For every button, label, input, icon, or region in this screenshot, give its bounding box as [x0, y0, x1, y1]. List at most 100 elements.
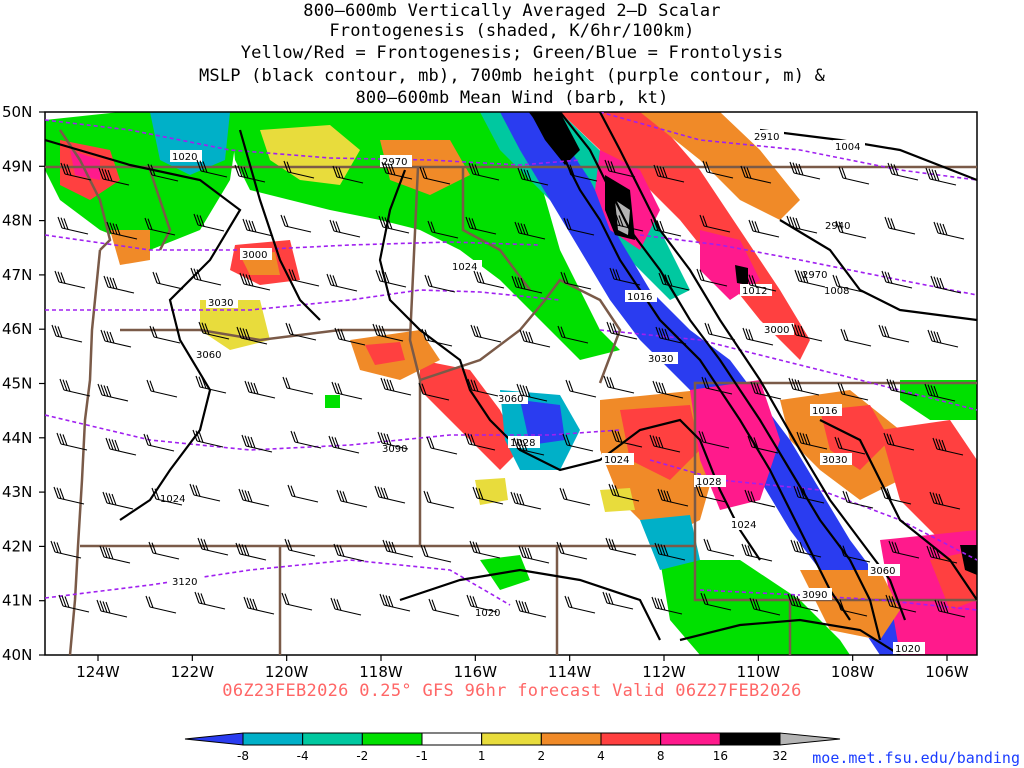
lon-label: 116W	[454, 663, 498, 681]
wind-barb	[835, 220, 867, 239]
wind-barb	[745, 273, 777, 292]
mslp-label: 1028	[510, 438, 535, 449]
title-line-5: 800–600mb Mean Wind (barb, kt)	[355, 88, 669, 108]
mslp-label: 1020	[172, 152, 197, 163]
wind-barb	[832, 274, 864, 293]
wind-barb	[925, 167, 957, 186]
shade-frontogenesis	[560, 112, 810, 360]
wind-barb	[565, 379, 597, 398]
wind-barb	[238, 488, 270, 507]
shade-frontogenesis	[365, 342, 405, 365]
wind-barb	[193, 213, 225, 232]
wind-barb	[652, 380, 684, 399]
lat-label: 50N	[2, 103, 32, 121]
wind-barb	[519, 329, 551, 348]
lat-label: 49N	[2, 157, 32, 175]
wind-barb	[331, 381, 363, 400]
wind-barb	[329, 219, 361, 238]
wind-barb	[840, 328, 872, 347]
mslp-label: 1024	[160, 494, 185, 505]
wind-barb	[59, 378, 91, 397]
wind-barb	[99, 545, 131, 564]
wind-barb	[608, 483, 640, 502]
source-url[interactable]: moe.met.fsu.edu/banding	[812, 749, 1020, 767]
wind-barb	[145, 595, 177, 614]
wind-barb	[372, 323, 404, 342]
wind-barb	[837, 382, 869, 401]
wind-barb	[884, 216, 916, 235]
lon-label: 110W	[737, 663, 781, 681]
wind-barb	[375, 269, 407, 288]
wind-barb	[611, 429, 643, 448]
wind-barb	[424, 274, 456, 293]
wind-barb	[418, 382, 450, 401]
wind-barb	[749, 597, 781, 616]
lon-label: 112W	[642, 663, 686, 681]
wind-barb	[793, 485, 825, 504]
wind-barb	[194, 591, 226, 610]
wind-barb	[285, 322, 317, 341]
wind-barb	[606, 321, 638, 340]
wind-barb	[649, 434, 681, 453]
axis-ticks	[39, 111, 948, 661]
height-label: 2910	[754, 132, 779, 143]
wind-barb	[381, 161, 413, 180]
height-label: 3060	[196, 350, 221, 361]
height-label: 2970	[382, 157, 407, 168]
wind-barb	[934, 599, 966, 618]
wind-barb	[239, 272, 271, 291]
wind-barb	[146, 379, 178, 398]
shade-frontolysis-strongest	[520, 400, 565, 445]
wind-barb	[234, 164, 266, 183]
wind-barb	[236, 326, 268, 345]
height-label: 3090	[802, 590, 827, 601]
shade-frontogenesis	[620, 405, 700, 480]
colorbar-segment	[660, 732, 721, 746]
wind-barb	[560, 271, 592, 290]
mslp-label: 1008	[824, 286, 849, 297]
height-label: 3030	[648, 354, 673, 365]
wind-barb	[144, 217, 176, 236]
mslp-label: 1020	[895, 644, 920, 655]
shade-frontogenesis	[880, 420, 977, 540]
wind-barb	[699, 214, 731, 233]
wind-barb	[190, 267, 222, 286]
wind-barb	[53, 486, 85, 505]
lon-label: 118W	[359, 663, 403, 681]
title-line-2: Frontogenesis (shaded, K/6hr/100km)	[329, 21, 695, 41]
wind-barb	[881, 270, 913, 289]
height-label: 3030	[822, 455, 847, 466]
wind-barb	[189, 483, 221, 502]
shade-frontogenesis	[420, 360, 520, 470]
wind-barb	[282, 376, 314, 395]
wind-barb	[556, 541, 588, 560]
height-label: 3000	[764, 325, 789, 336]
title-line-1: 800–600mb Vertically Averaged 2–D Scalar	[303, 1, 721, 21]
wind-barb	[838, 166, 870, 185]
wind-barb	[143, 433, 175, 452]
colorbar-label: 8	[657, 749, 665, 763]
title-line-3: Yellow/Red = Frontogenesis; Green/Blue =…	[240, 43, 784, 63]
wind-barb	[510, 491, 542, 510]
colorbar-segment	[302, 732, 363, 746]
mslp-contours	[45, 112, 977, 655]
lat-label: 41N	[2, 592, 32, 610]
colorbar-segment	[600, 732, 662, 746]
lat-label: 48N	[2, 212, 32, 230]
wind-barb	[421, 328, 453, 347]
wind-barb	[284, 538, 316, 557]
wind-barb	[886, 378, 918, 397]
wind-barb	[703, 538, 735, 557]
title-line-4: MSLP (black contour, mb), 700mb height (…	[198, 66, 826, 86]
wind-barb	[696, 268, 728, 287]
wind-barb	[148, 541, 180, 560]
colorbar-label: 1	[478, 749, 486, 763]
wind-barb	[330, 597, 362, 616]
wind-barb	[328, 435, 360, 454]
wind-barb	[467, 378, 499, 397]
wind-barb	[464, 432, 496, 451]
wind-barb	[379, 593, 411, 612]
wind-barb	[695, 484, 727, 503]
wind-barb	[562, 433, 594, 452]
wind-barb	[655, 326, 687, 345]
